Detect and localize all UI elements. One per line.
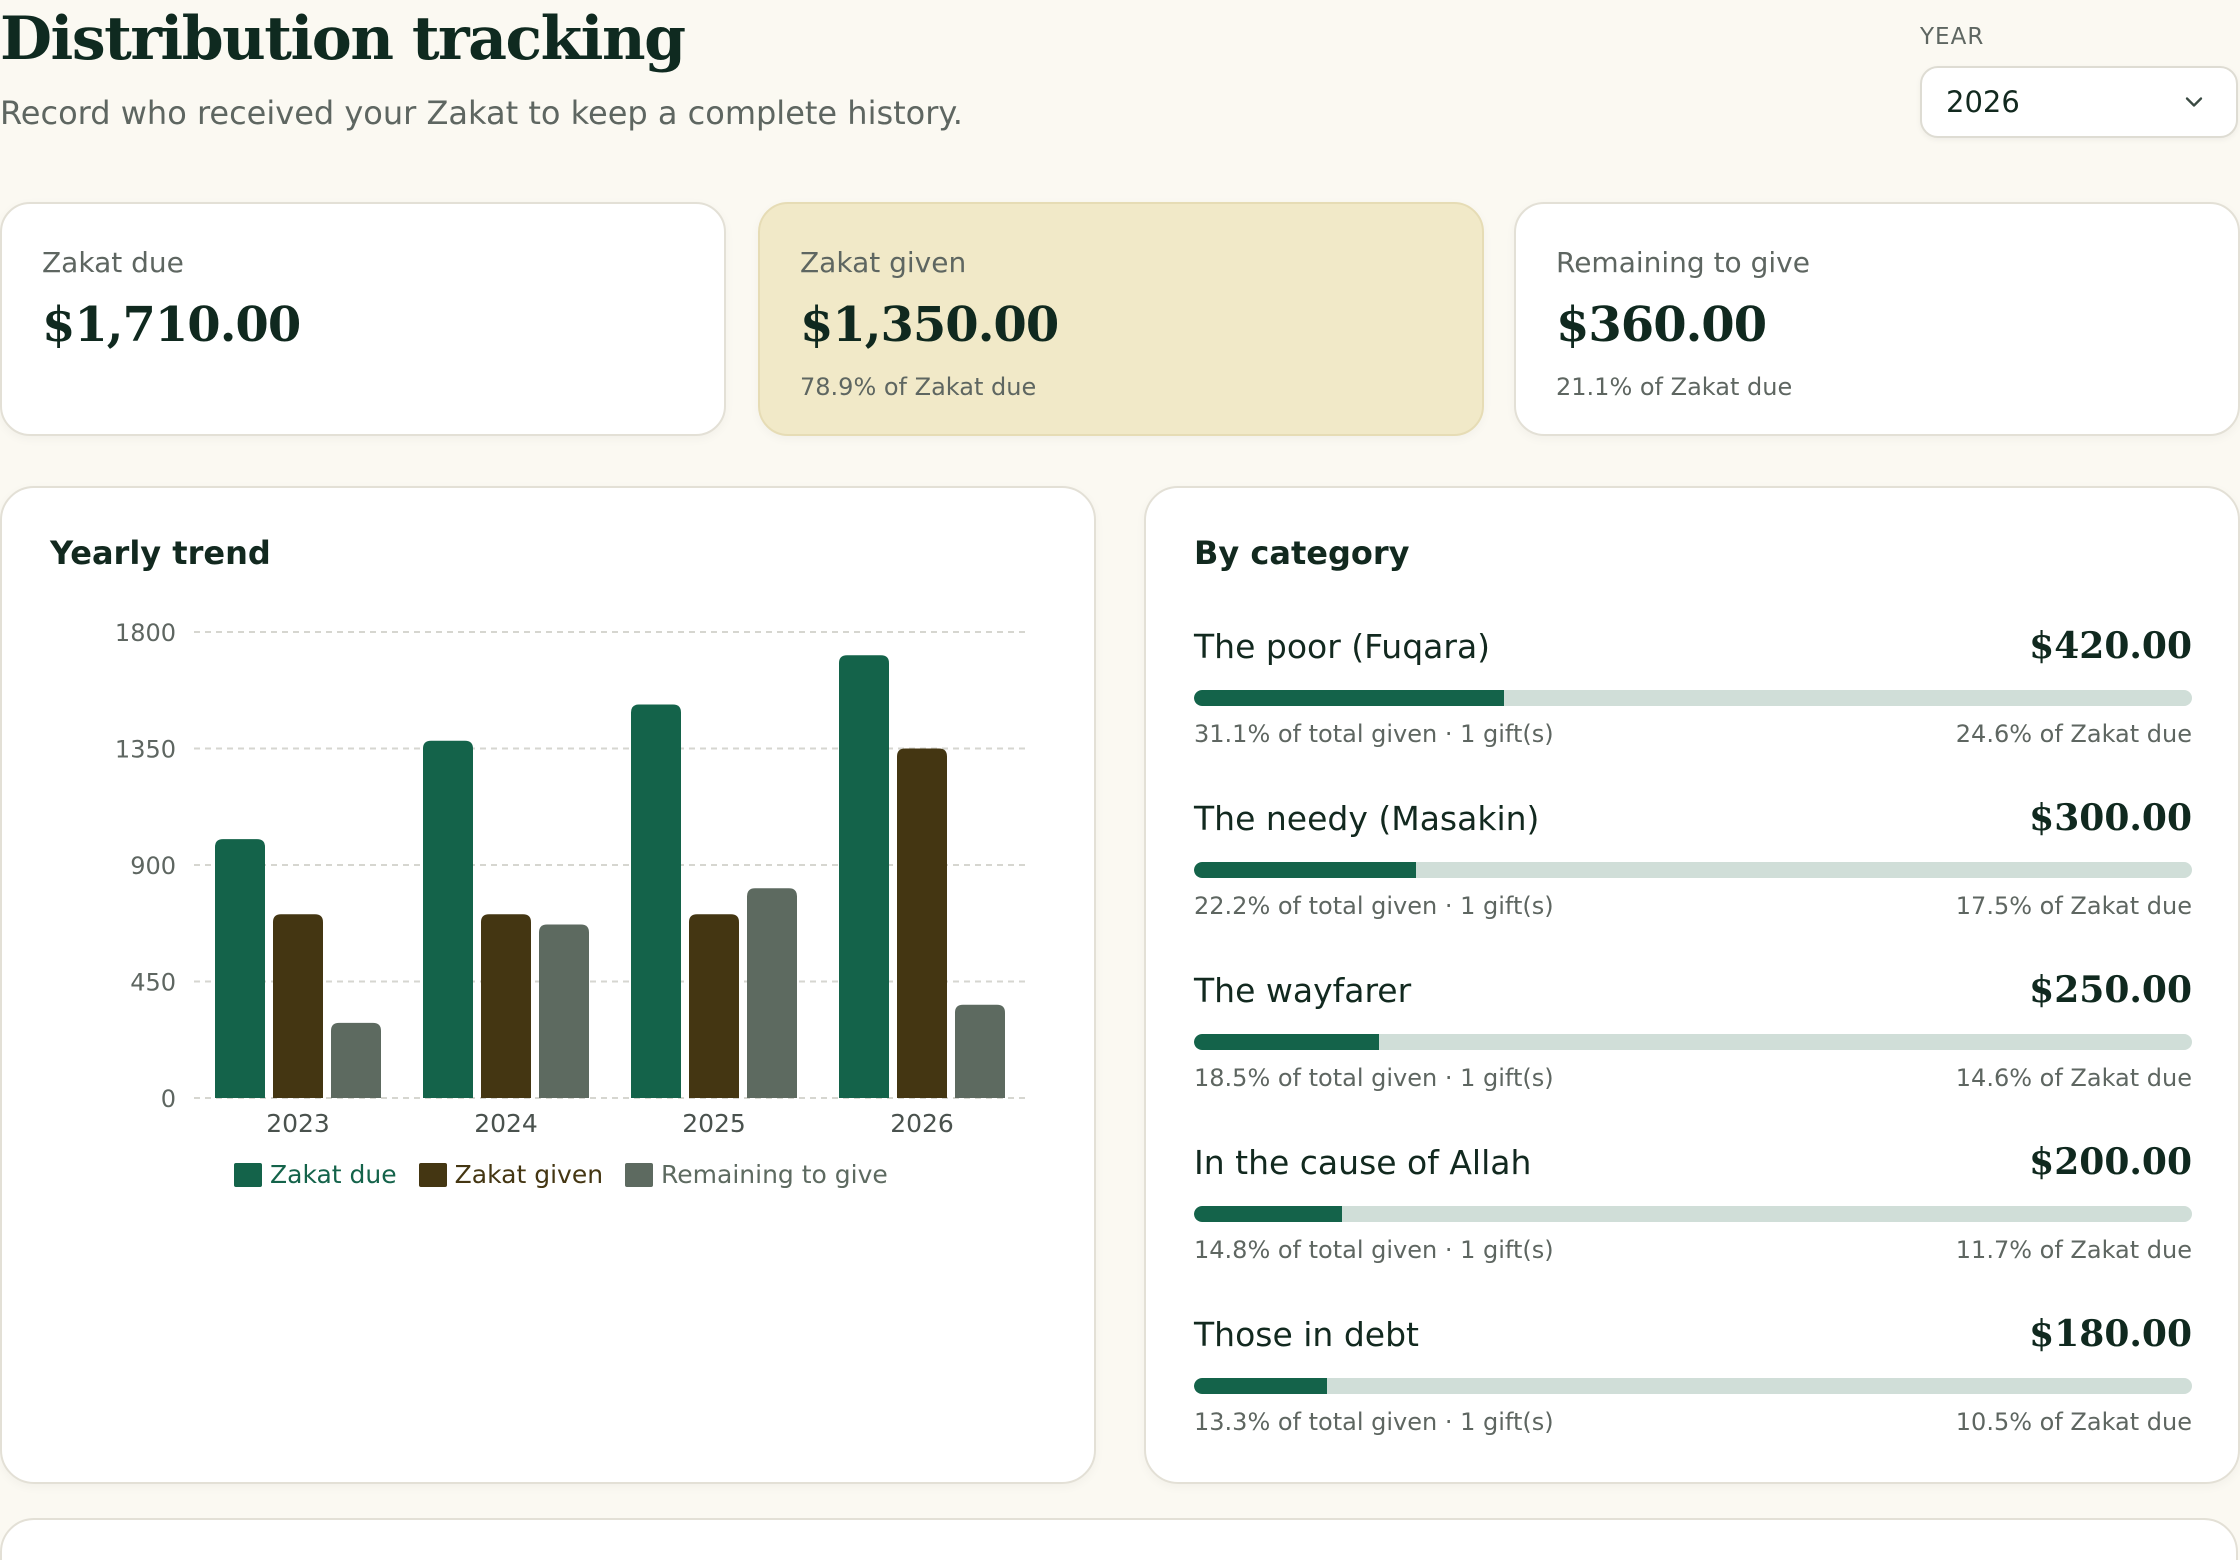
yearly-trend-chart: 0 450 900 1350 1800 2023 2024 2025 2026 [115,619,1026,1138]
stat-label: Zakat given [800,246,967,279]
category-share-given: 31.1% of total given · 1 gift(s) [1194,720,1554,748]
year-select[interactable]: 2026 [1920,66,2238,138]
stat-value: $1,710.00 [42,297,301,353]
category-amount: $420.00 [2029,625,2192,667]
panel-title: By category [1194,534,1410,572]
zakat-due-card: Zakat due $1,710.00 [0,202,726,436]
category-progress-bar [1194,1206,2192,1222]
zakat-given-card: Zakat given $1,350.00 78.9% of Zakat due [758,202,1484,436]
chart-bar [215,839,265,1098]
category-share-due: 17.5% of Zakat due [1955,892,2192,920]
category-item: The poor (Fuqara) $420.00 31.1% of total… [1194,622,2192,794]
x-tick-label: 2025 [682,1109,746,1138]
x-tick-label: 2023 [266,1109,330,1138]
x-tick-label: 2026 [890,1109,954,1138]
category-item: The needy (Masakin) $300.00 22.2% of tot… [1194,794,2192,966]
x-tick-label: 2024 [474,1109,538,1138]
category-share-due: 24.6% of Zakat due [1955,720,2192,748]
category-share-given: 13.3% of total given · 1 gift(s) [1194,1408,1554,1436]
stat-label: Remaining to give [1556,246,1810,279]
chart-bar [273,914,323,1098]
category-progress-fill [1194,862,1416,878]
y-tick-label: 450 [130,969,176,997]
chart-bar [747,888,797,1098]
year-select-value: 2026 [1946,85,2020,119]
category-progress-bar [1194,1378,2192,1394]
chart-bar [331,1022,381,1098]
stat-value: $360.00 [1556,297,1767,353]
legend-label: Remaining to give [661,1160,888,1189]
category-progress-fill [1194,1378,1327,1394]
category-item: In the cause of Allah $200.00 14.8% of t… [1194,1138,2192,1310]
chart-bar [897,748,947,1098]
category-share-due: 10.5% of Zakat due [1955,1408,2192,1436]
category-amount: $300.00 [2029,797,2192,839]
chevron-down-icon [2185,97,2203,107]
category-progress-fill [1194,1034,1379,1050]
y-tick-label: 0 [161,1085,176,1113]
legend-item: Zakat given [418,1160,604,1189]
remaining-card: Remaining to give $360.00 21.1% of Zakat… [1514,202,2240,436]
page-title: Distribution tracking [0,4,686,74]
chart-bar [423,740,473,1098]
category-amount: $200.00 [2029,1141,2192,1183]
category-progress-fill [1194,1206,1342,1222]
stat-note: 21.1% of Zakat due [1556,373,1793,401]
legend-swatch [625,1162,654,1187]
category-item: The wayfarer $250.00 18.5% of total give… [1194,966,2192,1138]
category-item: Those in debt $180.00 13.3% of total giv… [1194,1310,2192,1482]
category-name: In the cause of Allah [1194,1142,1532,1182]
chart-bar [481,914,531,1098]
chart-bar [689,914,739,1098]
stat-value: $1,350.00 [800,297,1059,353]
page-subtitle: Record who received your Zakat to keep a… [0,94,963,132]
chart-bar [631,704,681,1098]
category-name: The needy (Masakin) [1194,798,1540,838]
category-share-given: 14.8% of total given · 1 gift(s) [1194,1236,1554,1264]
category-name: Those in debt [1194,1314,1419,1354]
panel-title: Yearly trend [50,534,271,572]
chart-bar [955,1004,1005,1098]
category-share-given: 18.5% of total given · 1 gift(s) [1194,1064,1554,1092]
category-name: The poor (Fuqara) [1194,626,1491,666]
category-share-due: 11.7% of Zakat due [1955,1236,2192,1264]
legend-label: Zakat given [454,1160,604,1189]
category-amount: $180.00 [2029,1313,2192,1355]
y-tick-label: 1350 [115,736,176,764]
category-amount: $250.00 [2029,969,2192,1011]
yearly-trend-panel: Yearly trend 0 450 900 1350 1800 2023 2024 2025… [0,486,1096,1484]
category-progress-bar [1194,1034,2192,1050]
category-share-given: 22.2% of total given · 1 gift(s) [1194,892,1554,920]
legend-label: Zakat due [270,1160,397,1189]
chart-legend: Zakat due Zakat given Remaining to give [234,1160,888,1189]
y-tick-label: 1800 [115,619,176,647]
legend-swatch [418,1162,447,1187]
category-progress-bar [1194,862,2192,878]
legend-item: Zakat due [234,1160,397,1189]
chart-bar [839,655,889,1098]
category-list: The poor (Fuqara) $420.00 31.1% of total… [1194,622,2192,1482]
category-share-due: 14.6% of Zakat due [1955,1064,2192,1092]
by-category-panel: By category The poor (Fuqara) $420.00 31… [1144,486,2240,1484]
stat-note: 78.9% of Zakat due [800,373,1037,401]
legend-item: Remaining to give [625,1160,888,1189]
bottom-panel [0,1518,2238,1560]
stat-label: Zakat due [42,246,184,279]
category-name: The wayfarer [1194,970,1412,1010]
legend-swatch [234,1162,262,1187]
category-progress-bar [1194,690,2192,706]
category-progress-fill [1194,690,1505,706]
year-label: YEAR [1920,24,1985,50]
chart-bar [539,924,589,1098]
y-tick-label: 900 [130,852,176,880]
